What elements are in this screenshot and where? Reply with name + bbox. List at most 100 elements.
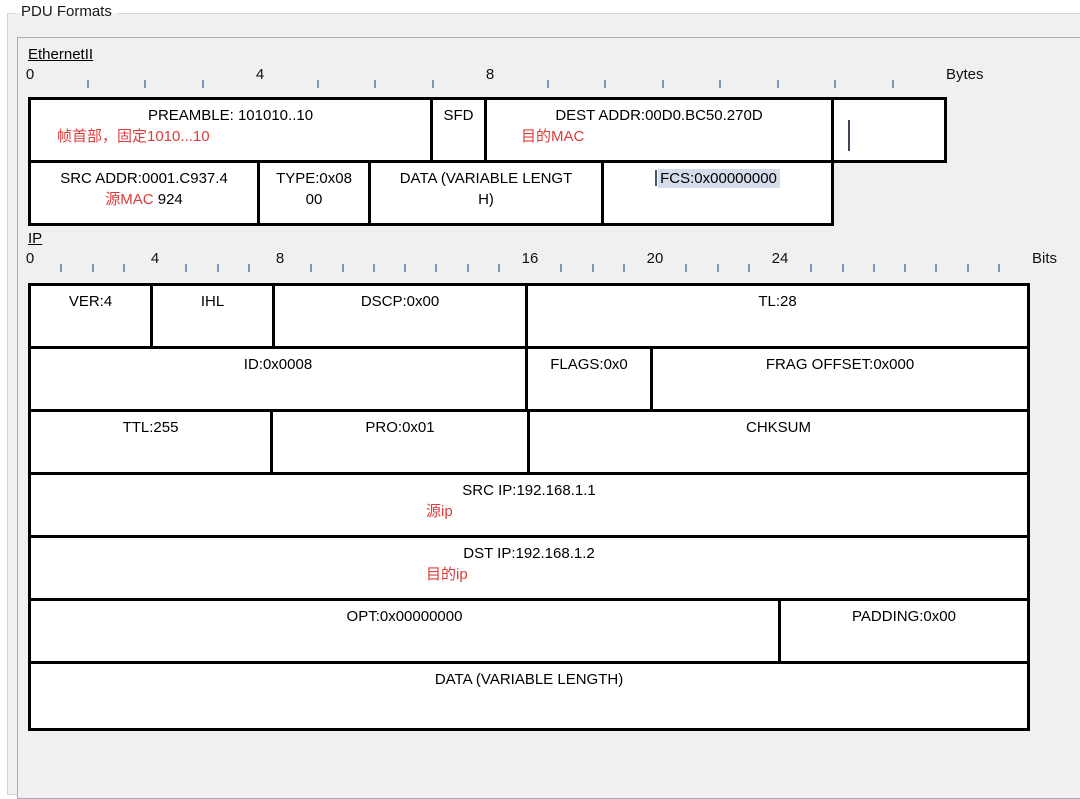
value-text: PADDING:0x00 <box>852 608 956 625</box>
field-dest-addr[interactable]: DEST ADDR:00D0.BC50.270D 目的MAC <box>484 97 834 163</box>
ruler-tick <box>431 80 434 88</box>
field-src-ip[interactable]: SRC IP:192.168.1.1 源ip <box>28 472 1030 538</box>
value-text: 00 <box>305 191 323 208</box>
field-text: CHKSUM <box>530 417 1027 438</box>
ruler-tick <box>374 80 376 88</box>
ruler-tick <box>904 264 906 272</box>
field-text: 目的ip <box>31 564 1027 585</box>
field-ihl[interactable]: IHL <box>150 283 275 349</box>
ruler-tick <box>591 264 594 272</box>
ruler-tick <box>91 264 94 272</box>
text-caret <box>848 120 850 151</box>
ruler-tick <box>404 264 406 272</box>
annotation-text: 源MAC <box>105 191 158 208</box>
field-flags[interactable]: FLAGS:0x0 <box>525 346 653 412</box>
field-chksum[interactable]: CHKSUM <box>527 409 1030 475</box>
ethernet-section-label: EthernetII <box>28 46 94 63</box>
pdu-formats-window: { "title": "PDU Formats", "colors": { "r… <box>0 3 1080 799</box>
field-preamble[interactable]: PREAMBLE: 101010..10 帧首部，固定1010...10 <box>28 97 433 163</box>
ruler-tick <box>716 264 719 272</box>
ruler-tick <box>247 264 250 272</box>
ethernet-unit-label: Bytes <box>946 66 984 83</box>
ruler-tick <box>810 264 813 272</box>
ruler-tick <box>872 264 875 272</box>
field-ver[interactable]: VER:4 <box>28 283 153 349</box>
ip-ruler-label-16: 16 <box>521 250 539 267</box>
value-text: DATA (VARIABLE LENGT <box>399 170 573 187</box>
field-text: 源MAC 924 <box>31 189 257 210</box>
field-text: TL:28 <box>528 291 1027 312</box>
ip-ruler-label-0: 0 <box>25 250 35 267</box>
value-text: H) <box>478 191 494 208</box>
value-text: ID:0x0008 <box>243 356 313 373</box>
ethernet-ruler-label-4: 4 <box>255 66 265 83</box>
value-text: PREAMBLE: 101010..10 <box>147 107 314 124</box>
value-text: 924 <box>157 191 183 208</box>
annotation-text: 帧首部，固定1010...10 <box>57 128 210 145</box>
ruler-tick <box>546 80 549 88</box>
value-text: SRC IP:192.168.1.1 <box>462 482 596 499</box>
ethernet-ruler-label-8: 8 <box>485 66 495 83</box>
field-dst-ip[interactable]: DST IP:192.168.1.2 目的ip <box>28 535 1030 601</box>
field-text: VER:4 <box>31 291 150 312</box>
value-text: VER:4 <box>68 293 113 310</box>
annotation-text: 目的MAC <box>521 128 585 145</box>
field-opt[interactable]: OPT:0x00000000 <box>28 598 781 664</box>
ruler-tick <box>685 264 688 272</box>
ruler-tick <box>185 264 188 272</box>
field-text: DST IP:192.168.1.2 <box>31 543 1027 564</box>
field-fcs[interactable]: FCS:0x00000000 <box>601 160 834 226</box>
value-text: DEST ADDR:00D0.BC50.270D <box>555 107 763 124</box>
value-text: FLAGS:0x0 <box>550 356 628 373</box>
field-text: DATA (VARIABLE LENGTH) <box>31 669 1027 690</box>
field-ip-data[interactable]: DATA (VARIABLE LENGTH) <box>28 661 1030 731</box>
ruler-tick <box>935 264 938 272</box>
field-text: ID:0x0008 <box>31 354 525 375</box>
field-id[interactable]: ID:0x0008 <box>28 346 528 412</box>
field-text: SRC IP:192.168.1.1 <box>31 480 1027 501</box>
ethernet-ruler-label-0: 0 <box>25 66 35 83</box>
field-text: TTL:255 <box>31 417 270 438</box>
field-frag-offset[interactable]: FRAG OFFSET:0x000 <box>650 346 1030 412</box>
field-text: 目的MAC <box>487 126 831 147</box>
value-text: DATA (VARIABLE LENGTH) <box>434 671 624 688</box>
field-tl[interactable]: TL:28 <box>525 283 1030 349</box>
field-data[interactable]: DATA (VARIABLE LENGT H) <box>368 160 604 226</box>
field-empty-field[interactable] <box>831 97 947 163</box>
ruler-tick <box>372 264 375 272</box>
ruler-tick <box>144 80 146 88</box>
field-sfd[interactable]: SFD <box>430 97 487 163</box>
field-text: DEST ADDR:00D0.BC50.270D <box>487 105 831 126</box>
value-text: TTL:255 <box>122 419 179 436</box>
field-dscp[interactable]: DSCP:0x00 <box>272 283 528 349</box>
ruler-tick <box>776 80 779 88</box>
ethernet-ruler: 0 4 8 Bytes <box>0 66 1080 92</box>
field-text: 帧首部，固定1010...10 <box>31 126 430 147</box>
value-text: DST IP:192.168.1.2 <box>463 545 595 562</box>
field-text: FCS:0x00000000 <box>604 168 831 189</box>
field-padding[interactable]: PADDING:0x00 <box>778 598 1030 664</box>
field-text: IHL <box>153 291 272 312</box>
ruler-tick <box>604 80 606 88</box>
field-type[interactable]: TYPE:0x08 00 <box>257 160 371 226</box>
ruler-tick <box>834 80 836 88</box>
ruler-tick <box>622 264 625 272</box>
field-ttl[interactable]: TTL:255 <box>28 409 273 475</box>
field-src-addr[interactable]: SRC ADDR:0001.C937.4 源MAC 924 <box>28 160 260 226</box>
ruler-tick <box>966 264 969 272</box>
field-pro[interactable]: PRO:0x01 <box>270 409 530 475</box>
field-text: FLAGS:0x0 <box>528 354 650 375</box>
value-text: TL:28 <box>758 293 797 310</box>
ruler-tick <box>497 264 500 272</box>
value-text: CHKSUM <box>745 419 811 436</box>
field-text: PRO:0x01 <box>273 417 527 438</box>
value-text: OPT:0x00000000 <box>346 608 463 625</box>
field-text: DSCP:0x00 <box>275 291 525 312</box>
field-text: PREAMBLE: 101010..10 <box>31 105 430 126</box>
ip-ruler-label-20: 20 <box>646 250 664 267</box>
field-text: 源ip <box>31 501 1027 522</box>
field-text: FRAG OFFSET:0x000 <box>653 354 1027 375</box>
field-text: PADDING:0x00 <box>781 606 1027 627</box>
field-text: SFD <box>433 105 484 126</box>
pdu-diagram-layer: EthernetII 0 4 8 Bytes PREAMBLE: 101010..10 帧首… <box>0 46 1080 731</box>
